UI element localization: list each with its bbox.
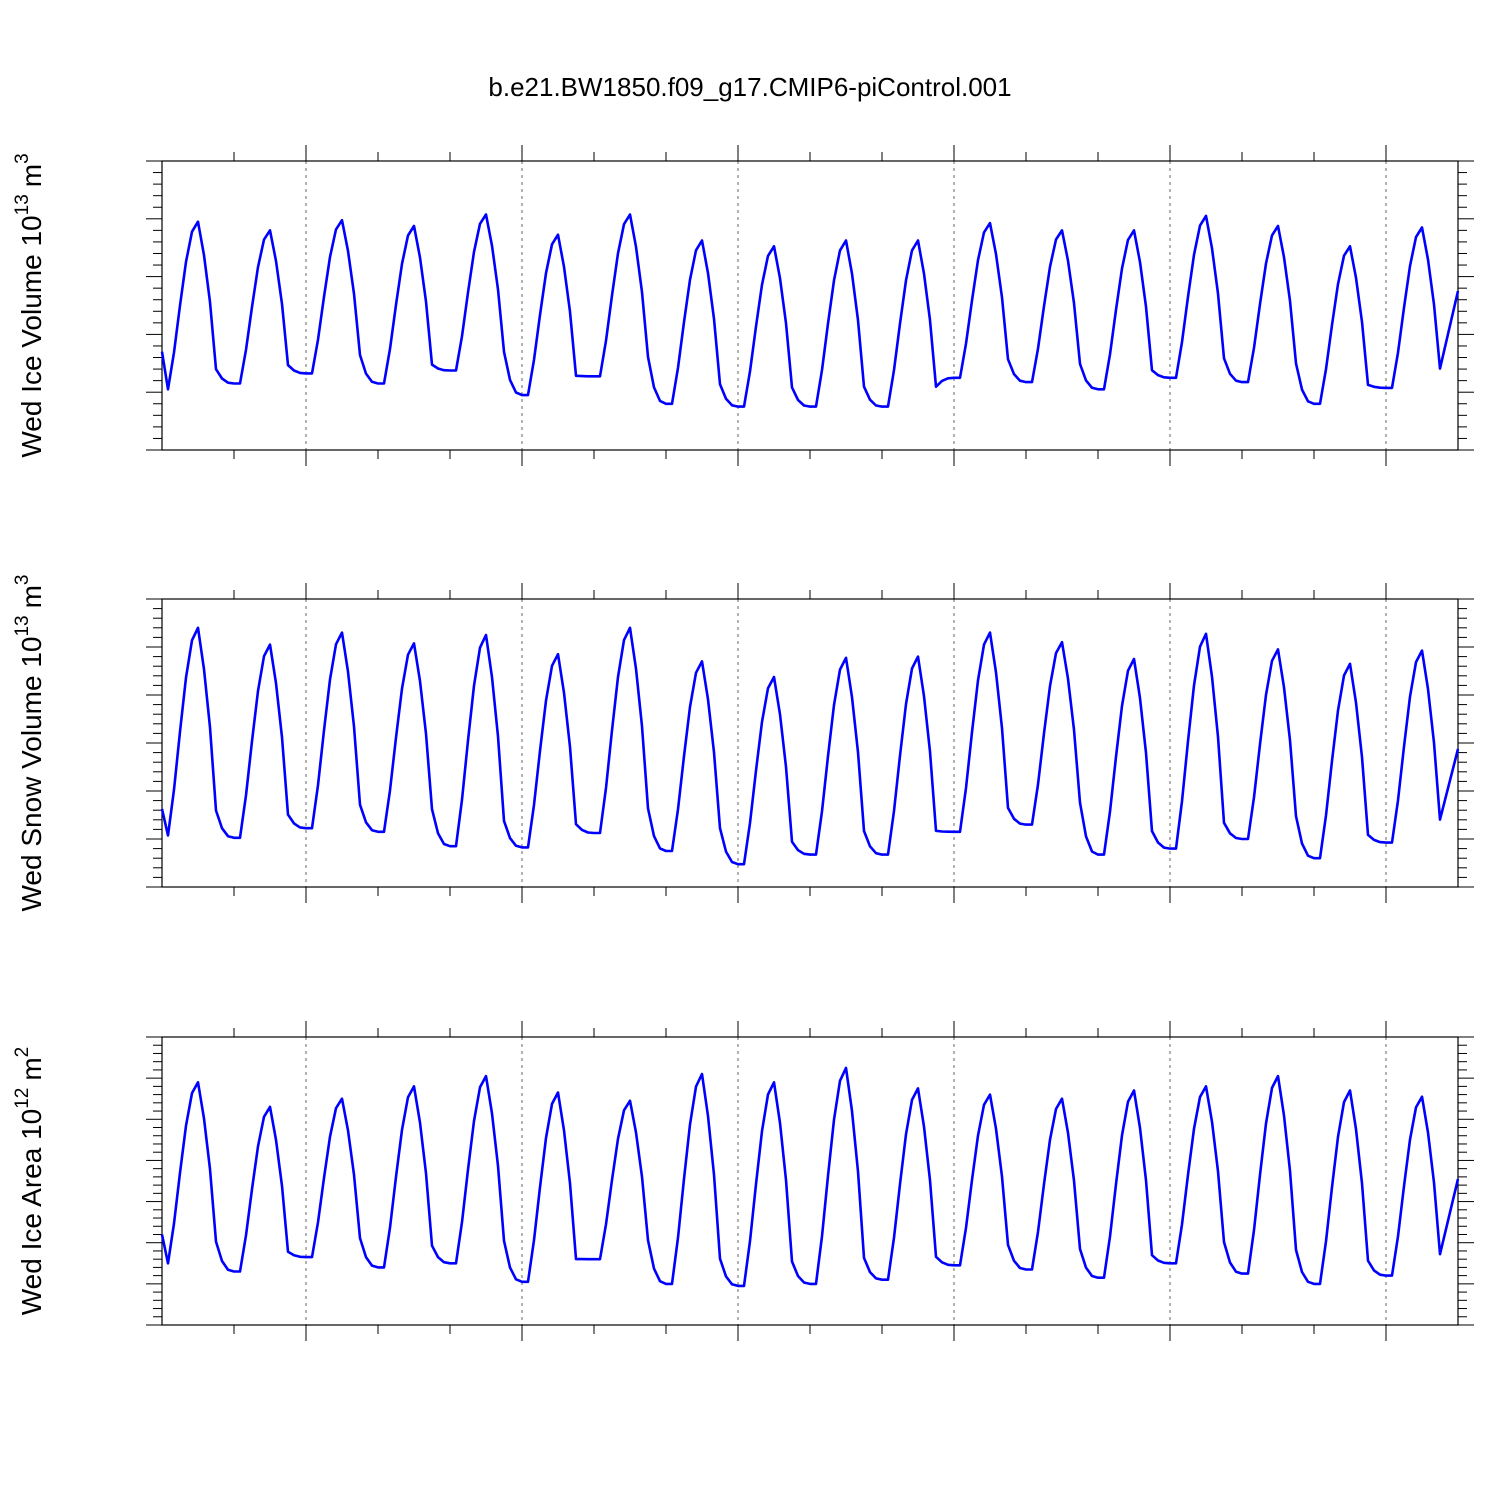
y-axis-label-unit-exponent: 3: [12, 574, 33, 585]
series-line-wed-snow-volume: [160, 626, 1460, 866]
y-axis-label-unit: m: [16, 585, 47, 608]
y-axis-label-text: Wed Ice Volume 10: [16, 215, 47, 457]
y-axis-label-unit: m: [16, 1057, 47, 1080]
y-axis-label: Wed Ice Area 1012 m2: [12, 1047, 47, 1316]
series-line-wed-ice-area: [160, 1066, 1460, 1288]
plot-frame: [161, 1036, 1459, 1326]
y-axis-label-exponent: 12: [12, 1088, 33, 1109]
y-axis-label: Wed Snow Volume 1013 m3: [12, 574, 47, 911]
chart-panel-2: Wed Snow Volume 1013 m3: [12, 574, 1474, 912]
chart-panel-3: Wed Ice Area 1012 m2: [12, 1021, 1474, 1341]
y-axis-label: Wed Ice Volume 1013 m3: [12, 153, 47, 457]
chart-panel-1: Wed Ice Volume 1013 m3: [12, 145, 1474, 466]
plot-frame: [161, 160, 1459, 451]
y-axis-label-unit-exponent: 3: [12, 153, 33, 164]
y-axis-label-unit: m: [16, 164, 47, 187]
series-line-wed-ice-volume: [160, 213, 1460, 408]
y-axis-label-text: Wed Snow Volume 10: [16, 637, 47, 912]
y-axis-label-text: Wed Ice Area 10: [16, 1109, 47, 1316]
y-axis-label-unit-exponent: 2: [12, 1047, 33, 1058]
y-axis-label-exponent: 13: [12, 615, 33, 636]
y-axis-label-exponent: 13: [12, 194, 33, 215]
figure-title: b.e21.BW1850.f09_g17.CMIP6-piControl.001: [488, 72, 1011, 102]
plot-frame: [161, 598, 1459, 888]
